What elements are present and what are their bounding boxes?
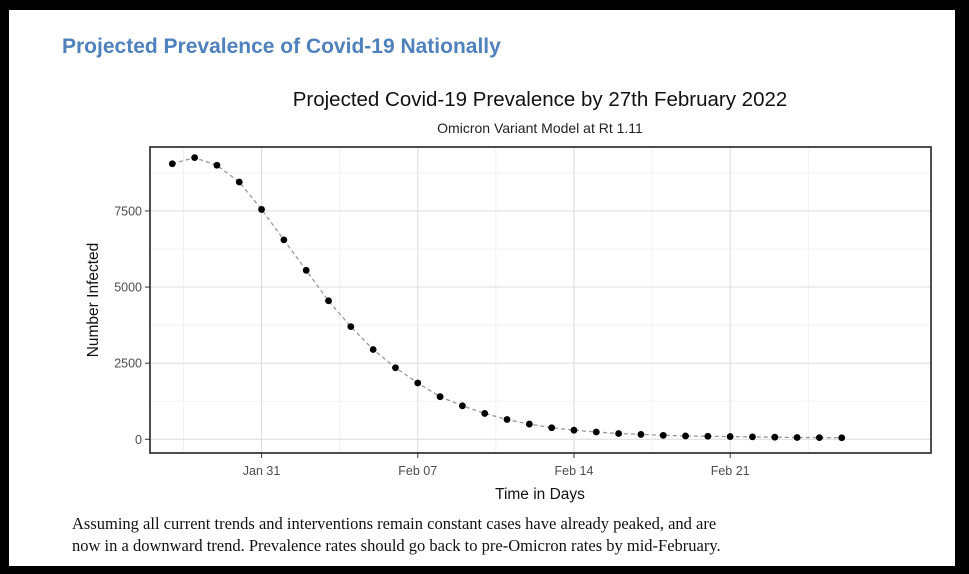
x-axis: Jan 31 Feb 07 Feb 14 Feb 21 — [243, 453, 750, 478]
data-point — [414, 379, 422, 387]
data-point — [235, 178, 243, 186]
y-tick-label: 7500 — [114, 204, 142, 218]
data-point — [570, 426, 578, 434]
data-point — [637, 431, 645, 438]
content-frame — [9, 10, 955, 566]
data-point — [816, 434, 823, 442]
caption-line-1: Assuming all current trends and interven… — [72, 514, 717, 533]
data-point — [213, 161, 221, 169]
data-point — [726, 433, 734, 440]
data-point — [258, 206, 265, 213]
data-point — [682, 432, 689, 440]
data-point — [503, 416, 511, 423]
data-point — [347, 323, 355, 331]
data-point — [548, 424, 556, 432]
y-axis-label: Number Infected — [85, 243, 102, 358]
data-point — [168, 160, 176, 168]
y-tick-label: 5000 — [114, 281, 142, 295]
data-point — [302, 266, 310, 274]
data-point — [525, 420, 533, 428]
data-point — [369, 346, 377, 353]
x-axis-label: Time in Days — [495, 486, 585, 503]
caption: Assuming all current trends and interven… — [72, 513, 952, 557]
series-line-layer — [172, 157, 842, 439]
y-tick-label: 2500 — [114, 357, 142, 371]
x-tick-label: Feb 21 — [711, 464, 750, 478]
x-tick-label: Feb 14 — [555, 464, 594, 478]
data-point — [615, 430, 622, 437]
data-points — [168, 154, 846, 442]
section-title: Projected Prevalence of Covid-19 Nationa… — [62, 35, 501, 58]
data-point — [436, 393, 444, 401]
data-point — [659, 431, 667, 439]
x-tick-label: Feb 07 — [398, 464, 437, 478]
y-axis: 0 2500 5000 7500 — [114, 204, 150, 447]
chart-subtitle: Omicron Variant Model at Rt 1.11 — [437, 120, 643, 136]
data-point — [592, 428, 600, 436]
data-point — [481, 410, 489, 417]
data-point — [392, 364, 399, 372]
chart-title: Projected Covid-19 Prevalence by 27th Fe… — [293, 88, 788, 111]
y-tick-label: 0 — [135, 433, 142, 447]
data-point — [704, 432, 712, 440]
data-point — [459, 402, 466, 410]
x-tick-label: Jan 31 — [243, 464, 281, 478]
data-point — [749, 433, 756, 441]
plot-panel-border — [149, 146, 932, 454]
caption-line-2: now in a downward trend. Prevalence rate… — [72, 536, 721, 555]
data-point — [191, 154, 199, 162]
series-line — [172, 157, 842, 439]
data-point — [771, 433, 779, 441]
data-point — [838, 434, 846, 442]
grid — [150, 147, 931, 453]
data-point — [280, 236, 288, 244]
data-point — [793, 434, 801, 441]
data-point — [325, 297, 332, 305]
